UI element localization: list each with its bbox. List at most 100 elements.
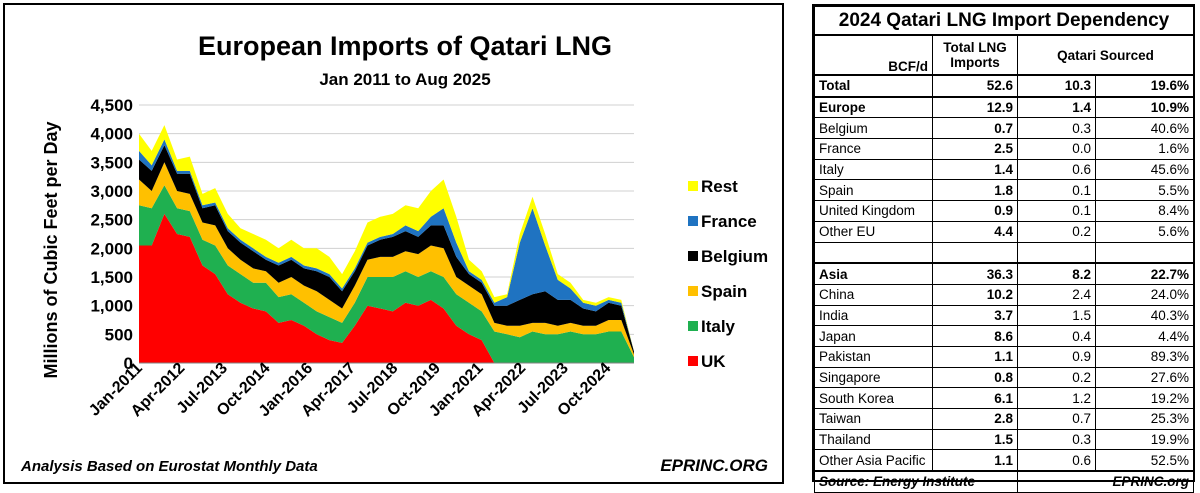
row-name: Japan [814, 325, 933, 347]
y-tick-label: 1,500 [90, 268, 133, 287]
row-name: Singapore [814, 366, 933, 389]
chart-credit: EPRINC.ORG [660, 456, 768, 475]
legend-label-italy: Italy [701, 317, 736, 336]
row-qatari-share: 5.5% [1095, 179, 1194, 202]
row-name: India [814, 304, 933, 327]
legend-label-belgium: Belgium [701, 247, 768, 266]
row-qatari-share: 27.6% [1095, 366, 1194, 389]
row-qatari-share: 5.6% [1095, 220, 1194, 243]
row-name: France [814, 138, 933, 160]
row-qatari-share: 19.2% [1095, 387, 1194, 409]
row-total-imports: 8.6 [932, 325, 1018, 347]
y-tick-label: 3,000 [90, 182, 133, 201]
row-total-imports: 6.1 [932, 387, 1018, 409]
row-qatari-sourced: 2.4 [1017, 283, 1096, 306]
row-name: China [814, 283, 933, 306]
row-qatari-share: 19.9% [1095, 428, 1194, 451]
row-total-imports: 1.5 [932, 428, 1018, 451]
table-row: Japan 8.6 0.4 4.4% [814, 325, 1194, 347]
row-qatari-sourced: 0.7 [1017, 408, 1096, 430]
total-imports-header-line2: Imports [950, 55, 1000, 70]
table-row: United Kingdom 0.9 0.1 8.4% [814, 200, 1194, 222]
table-row [814, 241, 1194, 264]
table-row: Total 52.6 10.3 19.6% [814, 74, 1194, 98]
row-total-imports: 10.2 [932, 283, 1018, 306]
table-row: Other Asia Pacific 1.1 0.6 52.5% [814, 449, 1194, 472]
area-series-belgium [139, 145, 634, 355]
row-qatari-sourced: 0.1 [1017, 179, 1096, 202]
row-total-imports: 1.1 [932, 449, 1018, 472]
row-name: Other Asia Pacific [814, 449, 933, 472]
row-qatari-share: 10.9% [1095, 95, 1194, 119]
row-qatari-share: 25.3% [1095, 408, 1194, 430]
y-tick-label: 4,500 [90, 96, 133, 115]
legend-label-rest: Rest [701, 177, 738, 196]
row-total-imports [932, 241, 1018, 264]
dependency-table: 2024 Qatari LNG Import Dependency BCF/d … [814, 6, 1194, 493]
row-total-imports: 3.7 [932, 304, 1018, 327]
table-row: Italy 1.4 0.6 45.6% [814, 158, 1194, 181]
y-tick-label: 1,000 [90, 297, 133, 316]
table-row: Other EU 4.4 0.2 5.6% [814, 220, 1194, 243]
row-qatari-sourced: 0.4 [1017, 325, 1096, 347]
row-name: Thailand [814, 428, 933, 451]
row-qatari-sourced: 0.6 [1017, 158, 1096, 181]
row-qatari-sourced: 0.9 [1017, 345, 1096, 368]
row-total-imports: 0.8 [932, 366, 1018, 389]
table-row: Pakistan 1.1 0.9 89.3% [814, 345, 1194, 368]
row-qatari-share: 52.5% [1095, 449, 1194, 472]
table-row: France 2.5 0.0 1.6% [814, 138, 1194, 160]
row-name: Spain [814, 179, 933, 202]
row-qatari-share: 1.6% [1095, 138, 1194, 160]
lng-imports-chart: European Imports of Qatari LNG Jan 2011 … [20, 31, 768, 475]
total-imports-header-line1: Total LNG [943, 40, 1007, 55]
row-name: United Kingdom [814, 200, 933, 222]
chart-subtitle: Jan 2011 to Aug 2025 [319, 70, 490, 89]
y-tick-label: 2,000 [90, 239, 133, 258]
row-total-imports: 1.4 [932, 158, 1018, 181]
table-row: Spain 1.8 0.1 5.5% [814, 179, 1194, 202]
legend-swatch-uk [688, 356, 698, 366]
row-qatari-sourced: 8.2 [1017, 262, 1096, 285]
qatari-sourced-header: Qatari Sourced [1017, 34, 1194, 76]
legend-swatch-spain [688, 286, 698, 296]
legend-swatch-belgium [688, 251, 698, 261]
row-qatari-share: 24.0% [1095, 283, 1194, 306]
table-body: Total 52.6 10.3 19.6% Europe 12.9 1.4 10.9% Belg… [814, 74, 1194, 472]
row-total-imports: 2.5 [932, 138, 1018, 160]
row-total-imports: 52.6 [932, 74, 1018, 98]
row-total-imports: 0.7 [932, 117, 1018, 140]
legend-label-france: France [701, 212, 757, 231]
y-tick-label: 4,000 [90, 125, 133, 144]
row-name: Other EU [814, 220, 933, 243]
row-qatari-sourced: 1.2 [1017, 387, 1096, 409]
total-imports-header: Total LNG Imports [932, 34, 1018, 76]
legend-label-spain: Spain [701, 282, 747, 301]
row-qatari-share [1095, 241, 1194, 264]
row-name: South Korea [814, 387, 933, 409]
table-row: Taiwan 2.8 0.7 25.3% [814, 408, 1194, 430]
row-qatari-sourced [1017, 241, 1096, 264]
row-qatari-sourced: 0.0 [1017, 138, 1096, 160]
table-row: Thailand 1.5 0.3 19.9% [814, 428, 1194, 451]
row-total-imports: 4.4 [932, 220, 1018, 243]
row-total-imports: 12.9 [932, 95, 1018, 119]
row-qatari-sourced: 0.3 [1017, 428, 1096, 451]
row-qatari-sourced: 0.2 [1017, 366, 1096, 389]
legend-swatch-italy [688, 321, 698, 331]
legend-swatch-france [688, 216, 698, 226]
row-qatari-share: 19.6% [1095, 74, 1194, 98]
table-row: China 10.2 2.4 24.0% [814, 283, 1194, 306]
row-name [814, 241, 933, 264]
row-name: Taiwan [814, 408, 933, 430]
table-row: Belgium 0.7 0.3 40.6% [814, 117, 1194, 140]
row-total-imports: 2.8 [932, 408, 1018, 430]
table-row: India 3.7 1.5 40.3% [814, 304, 1194, 327]
unit-header: BCF/d [814, 34, 933, 76]
table-source: Source: Energy Institute [814, 470, 1018, 493]
row-qatari-share: 40.6% [1095, 117, 1194, 140]
row-qatari-share: 22.7% [1095, 262, 1194, 285]
y-tick-label: 2,500 [90, 211, 133, 230]
legend-label-uk: UK [701, 352, 726, 371]
y-axis-label: Millions of Cubic Feet per Day [41, 121, 61, 378]
